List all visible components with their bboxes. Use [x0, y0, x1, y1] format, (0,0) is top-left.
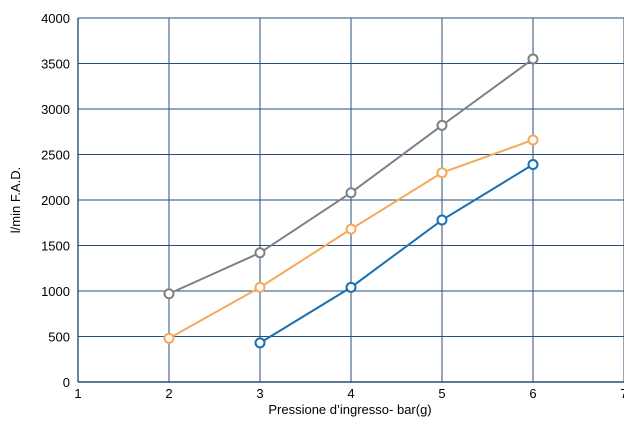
data-point-1-4 [436, 119, 448, 131]
series-group [163, 53, 539, 349]
x-tick-label: 4 [347, 386, 354, 401]
y-tick-label: 0 [63, 375, 70, 390]
data-point-2-1 [163, 332, 175, 344]
data-point-1-5 [527, 53, 539, 65]
y-axis-label: l/min F.A.D. [8, 167, 23, 233]
data-point-2-4 [436, 167, 448, 179]
x-tick-label: 7 [620, 386, 624, 401]
y-tick-label: 2000 [41, 193, 70, 208]
data-point-1-1 [163, 288, 175, 300]
x-tick-label: 6 [529, 386, 536, 401]
y-tick-label: 2500 [41, 148, 70, 163]
data-point-3-4 [527, 159, 539, 171]
grid [77, 17, 624, 383]
y-tick-label: 1000 [41, 284, 70, 299]
x-axis-label: Pressione d’ingresso- bar(g) [268, 402, 431, 417]
data-point-2-3 [345, 223, 357, 235]
data-point-2-5 [527, 134, 539, 146]
data-point-1-2 [254, 247, 266, 259]
x-tick-label: 3 [256, 386, 263, 401]
x-tick-label: 2 [165, 386, 172, 401]
y-tick-label: 4000 [41, 11, 70, 26]
data-point-3-3 [436, 214, 448, 226]
y-tick-label: 3000 [41, 102, 70, 117]
x-tick-label: 1 [74, 386, 81, 401]
data-point-1-3 [345, 187, 357, 199]
x-tick-label: 5 [438, 386, 445, 401]
data-point-3-2 [345, 281, 357, 293]
series-line-3 [259, 163, 534, 344]
data-point-2-2 [254, 281, 266, 293]
y-tick-label: 3500 [41, 57, 70, 72]
data-point-3-1 [254, 337, 266, 349]
y-tick-label: 1500 [41, 239, 70, 254]
tick-labels: 0 500 1000 1500 2000 2500 3000 3500 4000 1 2 3 4 5 6 7 [41, 11, 624, 401]
y-tick-label: 500 [48, 330, 70, 345]
